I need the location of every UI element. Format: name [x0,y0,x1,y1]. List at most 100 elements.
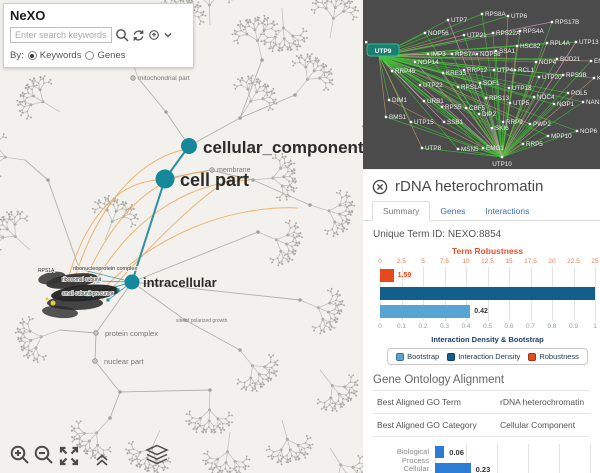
legend-item[interactable]: Interaction Density [447,352,520,361]
gene-label[interactable]: NOP6 [580,128,598,135]
tab-genes[interactable]: Genes [440,206,466,216]
gene-label[interactable]: NOC4 [537,94,555,101]
gene-label[interactable]: UTP8 [425,145,442,152]
gene-node[interactable] [462,68,466,72]
gene-label[interactable]: BMS1 [389,114,407,121]
gene-node[interactable] [384,115,388,119]
gene-label[interactable]: RPS4A [523,28,544,35]
gene-node[interactable] [478,81,482,85]
gene-node[interactable] [566,91,570,95]
gene-label[interactable]: NAN1 [586,99,600,106]
gene-label[interactable]: UTP4 [497,67,514,74]
gene-node[interactable] [420,146,424,150]
gene-label[interactable]: UTP9 [375,48,392,55]
legend-item[interactable]: Robustness [528,352,579,361]
gene-node[interactable] [508,101,512,105]
gene-label[interactable]: RPS7A [455,51,476,58]
ontology-node[interactable] [130,75,136,81]
gene-node[interactable] [418,83,422,87]
ontology-node-selected[interactable] [155,169,175,189]
gene-node[interactable] [475,52,479,56]
gene-label[interactable]: RRP12 [467,67,488,74]
gene-node[interactable] [555,57,559,61]
gene-node[interactable] [413,60,417,64]
ontology-node[interactable] [93,330,99,336]
ontology-node-selected[interactable] [181,138,197,154]
gene-label[interactable]: KRR1 [597,75,600,82]
gene-node[interactable] [494,49,498,53]
ontology-node[interactable] [92,358,98,364]
gene-node[interactable] [550,20,554,24]
gene-node[interactable] [528,122,532,126]
gene-label[interactable]: RPS1A [461,84,482,91]
gene-node[interactable] [500,155,504,159]
gene-node[interactable] [480,12,484,16]
gene-node[interactable] [552,102,556,106]
gene-node[interactable] [456,147,460,151]
highlighted-gene-node[interactable] [366,43,400,57]
gene-node[interactable] [422,99,426,103]
gene-node[interactable] [387,98,391,102]
gene-node[interactable] [440,105,444,109]
gene-label[interactable]: RPS17B [555,19,579,26]
gene-label[interactable]: RCL1 [518,67,535,74]
cluster-term-label[interactable]: ribonucleoprotein complex [72,265,138,272]
gene-node[interactable] [534,60,538,64]
radio-keywords-control[interactable] [27,51,37,60]
ontology-node[interactable] [209,167,215,173]
gene-label[interactable]: UTP21 [467,32,487,39]
gene-label[interactable]: SSB1 [447,119,464,126]
tab-interactions[interactable]: Interactions [485,206,530,216]
gene-label[interactable]: PWP2 [533,121,551,128]
term-label-major[interactable]: cell part [180,170,249,190]
term-label-major[interactable]: cellular_component [203,138,364,157]
gene-label[interactable]: RPL4A [550,40,571,47]
gene-label[interactable]: POL5 [571,90,588,97]
gene-node[interactable] [513,68,517,72]
gene-node[interactable] [521,142,525,146]
gene-label[interactable]: HSC82 [520,43,541,50]
gene-label[interactable]: UTP5 [513,100,530,107]
gene-node[interactable] [589,59,593,63]
gene-label[interactable]: NOP1 [557,101,575,108]
term-label[interactable]: site of polarized growth [176,318,228,324]
gene-label[interactable]: NOP58 [480,51,501,58]
gene-label[interactable]: DIP2 [482,111,496,118]
gene-node[interactable] [490,126,494,130]
gene-node[interactable] [409,120,413,124]
gene-label[interactable]: MSN5 [461,146,479,153]
gene-label[interactable]: IMP3 [431,51,446,58]
tab-summary[interactable]: Summary [372,201,431,221]
gene-label[interactable]: CBF5 [469,105,486,112]
gene-label[interactable]: RPS5 [445,104,462,111]
gene-label[interactable]: SOF1 [483,80,500,87]
gene-label[interactable]: UTP18 [512,85,532,92]
term-label-major[interactable]: intracellular [143,275,217,290]
term-label[interactable]: membrane [217,167,251,174]
gene-node[interactable] [581,100,585,104]
gene-node[interactable] [477,112,481,116]
interaction-network-panel[interactable]: UTP9 UTP7 RPS8A UTP6 RPS17B NOP56 UTP21 RPS22A R… [363,0,600,169]
gene-node[interactable] [390,69,394,73]
gene-node[interactable] [426,52,430,56]
gene-label[interactable]: RRP9 [506,119,523,126]
gene-node[interactable] [592,76,596,80]
gene-label[interactable]: RPS13 [489,95,509,102]
close-icon[interactable] [372,179,388,195]
gene-label[interactable]: RPS22A [496,30,521,37]
zoom-in-button[interactable] [9,444,31,471]
gene-node[interactable] [456,85,460,89]
gene-label[interactable]: UTP15 [414,119,434,126]
gene-label[interactable]: UTP10 [492,161,512,168]
gene-node[interactable] [518,29,522,33]
gene-label[interactable]: BUD21 [560,56,581,63]
gene-node[interactable] [506,14,510,18]
gene-label[interactable]: NOP56 [428,30,449,37]
gene-label[interactable]: MPP10 [551,133,572,140]
gene-label[interactable]: ENP1 [594,58,600,65]
gene-label[interactable]: RPS8A [485,11,506,18]
gene-node[interactable] [515,44,519,48]
gene-node[interactable] [446,18,450,22]
gene-node[interactable] [462,33,466,37]
